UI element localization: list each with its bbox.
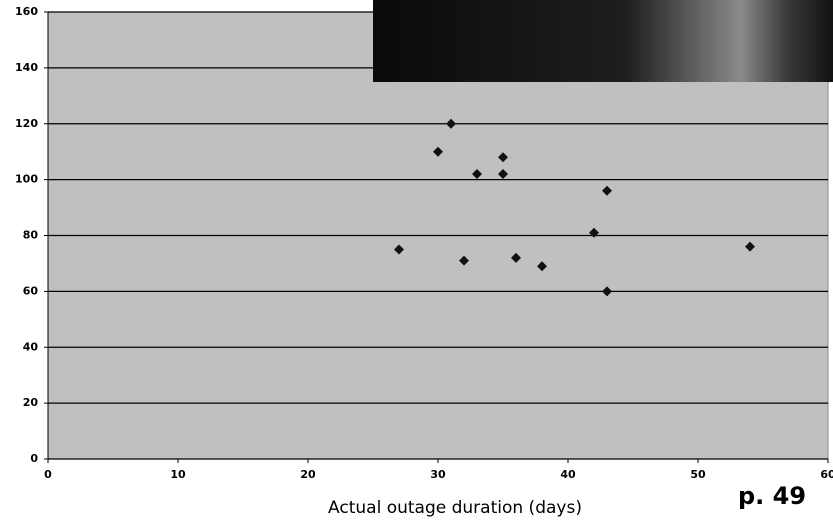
y-tick-label: 120 — [15, 117, 38, 130]
point — [459, 255, 469, 266]
y-tick-label: 0 — [30, 452, 38, 465]
x-tick-label: 30 — [430, 468, 446, 481]
x-tick-label: 10 — [170, 468, 186, 481]
y-tick-label: 100 — [15, 173, 38, 186]
point — [498, 152, 508, 163]
y-tick-label: 40 — [23, 340, 39, 353]
point — [602, 286, 612, 297]
x-tick-label: 40 — [560, 468, 576, 481]
point — [589, 227, 599, 238]
x-tick-label: 0 — [44, 468, 52, 481]
photo — [373, 0, 833, 82]
point — [745, 241, 755, 252]
point — [498, 169, 508, 180]
y-tick-label: 60 — [23, 284, 39, 297]
page-number: p. 49 — [738, 482, 806, 510]
point — [433, 146, 443, 157]
y-tick-label: 140 — [15, 61, 38, 74]
point — [511, 252, 521, 263]
x-tick-label: 20 — [300, 468, 316, 481]
x-axis-label: Actual outage duration (days) — [328, 498, 582, 518]
point — [472, 169, 482, 180]
point — [537, 261, 547, 272]
x-tick-label: 60 — [820, 468, 833, 481]
y-tick-label: 160 — [15, 5, 38, 18]
y-tick-label: 20 — [23, 396, 39, 409]
point — [602, 185, 612, 196]
x-tick-label: 50 — [690, 468, 706, 481]
y-tick-label: 80 — [23, 229, 39, 242]
point — [394, 244, 404, 255]
point — [446, 118, 456, 129]
